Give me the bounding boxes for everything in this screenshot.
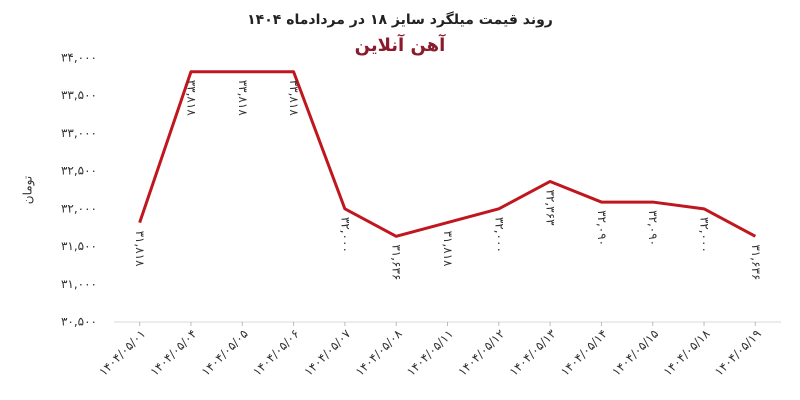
x-tick-label: ۱۴۰۴/۰۵/۰۶ (250, 327, 302, 379)
y-axis-label: تومان (21, 176, 36, 204)
y-tick-label: ۳۳,۵۰۰ (61, 88, 97, 102)
value-label: ۳۳,۸۱۸ (184, 80, 198, 117)
y-tick-label: ۳۳,۰۰۰ (61, 126, 97, 140)
x-tick-label: ۱۴۰۴/۰۵/۱۴ (558, 327, 610, 379)
value-label: ۳۲,۰۹۰ (646, 210, 660, 246)
value-label: ۳۳,۸۱۸ (287, 80, 301, 117)
y-tick-label: ۳۴,۰۰۰ (61, 51, 97, 65)
value-label: ۳۱,۶۳۶ (749, 244, 763, 280)
value-label: ۳۲,۰۰۰ (338, 217, 352, 253)
value-label: ۳۱,۸۱۸ (133, 231, 147, 268)
value-label: ۳۱,۸۱۸ (441, 231, 455, 268)
chart-title: روند قیمت میلگرد سایز ۱۸ در مردادماه ۱۴۰… (247, 11, 553, 28)
x-tick-label: ۱۴۰۴/۰۵/۰۷ (301, 326, 353, 378)
value-label: ۳۳,۸۱۸ (236, 80, 250, 117)
value-label: ۳۲,۰۰۰ (492, 217, 506, 253)
y-tick-label: ۳۲,۰۰۰ (61, 201, 97, 215)
line (138, 70, 757, 238)
x-tick-label: ۱۴۰۴/۰۵/۱۵ (609, 327, 661, 379)
x-tick-label: ۱۴۰۴/۰۵/۱۱ (404, 327, 456, 379)
x-tick-label: ۱۴۰۴/۰۵/۱۹ (712, 327, 764, 379)
x-tick-label: ۱۴۰۴/۰۵/۱۲ (455, 327, 507, 379)
y-tick-label: ۳۱,۰۰۰ (61, 277, 97, 291)
x-tick-label: ۱۴۰۴/۰۵/۰۱ (96, 327, 148, 379)
x-tick-label: ۱۴۰۴/۰۵/۰۵ (199, 327, 251, 379)
x-tick-label: ۱۴۰۴/۰۵/۰۸ (353, 326, 405, 378)
value-label: ۳۲,۰۹۰ (595, 210, 609, 246)
x-tick-label: ۱۴۰۴/۰۵/۱۳ (507, 326, 559, 378)
value-label: ۳۱,۶۳۶ (390, 244, 404, 280)
value-label: ۳۲,۰۰۰ (698, 217, 712, 253)
y-tick-label: ۳۰,۵۰۰ (61, 315, 97, 329)
y-tick-label: ۳۱,۵۰۰ (61, 239, 97, 253)
x-tick-label: ۱۴۰۴/۰۵/۱۸ (661, 326, 713, 378)
x-tick-label: ۱۴۰۴/۰۵/۰۴ (147, 327, 199, 379)
y-tick-label: ۳۲,۵۰۰ (61, 164, 97, 178)
logo: آهن آنلاین (355, 33, 446, 56)
value-label: ۳۲,۳۶۳ (544, 189, 558, 226)
